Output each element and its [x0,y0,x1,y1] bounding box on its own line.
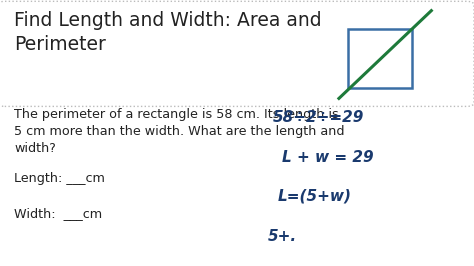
Text: L=(5+w): L=(5+w) [277,189,351,204]
Text: 5+.: 5+. [268,229,297,244]
Text: 58÷2÷=29: 58÷2÷=29 [273,110,364,125]
Text: The perimeter of a rectangle is 58 cm. Its length is
5 cm more than the width. W: The perimeter of a rectangle is 58 cm. I… [14,108,345,155]
Text: Width:  ___cm: Width: ___cm [14,207,102,221]
FancyBboxPatch shape [0,1,474,106]
Text: Find Length and Width: Area and
Perimeter: Find Length and Width: Area and Perimete… [14,11,322,54]
Text: Length: ___cm: Length: ___cm [14,172,105,185]
Bar [348,29,412,88]
Text: L + w = 29: L + w = 29 [282,150,374,165]
